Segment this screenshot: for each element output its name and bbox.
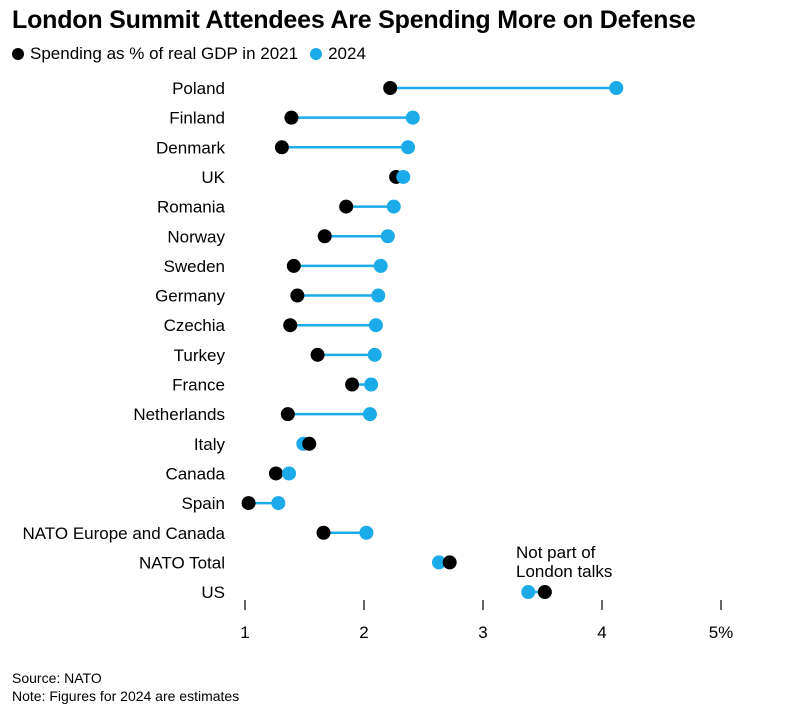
dot-2024-germany <box>371 288 386 303</box>
dot-2021-nato-total <box>442 555 457 570</box>
legend-swatch-2024 <box>310 48 323 60</box>
dot-2024-denmark <box>401 140 416 155</box>
x-tick-label-1: 1 <box>240 623 249 642</box>
dot-2021-turkey <box>310 347 325 362</box>
category-label-nato-europe-and-canada: NATO Europe and Canada <box>22 524 225 543</box>
dot-2024-france <box>364 377 379 392</box>
category-label-denmark: Denmark <box>156 138 225 157</box>
x-tick-label-4: 4 <box>597 623 606 642</box>
dot-2024-nato-europe-and-canada <box>359 525 374 540</box>
legend-swatch-2021 <box>12 48 24 60</box>
dot-2021-nato-europe-and-canada <box>316 525 331 540</box>
category-label-poland: Poland <box>172 79 225 98</box>
category-label-sweden: Sweden <box>164 257 225 276</box>
category-label-germany: Germany <box>155 287 225 306</box>
dot-2024-sweden <box>373 258 388 273</box>
dot-2021-canada <box>268 466 283 481</box>
legend-item-2024: 2024 <box>310 44 366 64</box>
dot-2024-canada <box>282 466 297 481</box>
dot-2024-spain <box>271 496 286 511</box>
x-tick-label-5: 5% <box>709 623 734 642</box>
x-tick-label-3: 3 <box>478 623 487 642</box>
category-label-us: US <box>201 583 225 602</box>
dot-2024-czechia <box>368 318 383 333</box>
dot-2024-us <box>521 585 536 600</box>
dot-2021-spain <box>241 496 256 511</box>
dot-2021-us <box>537 585 552 600</box>
dot-2024-poland <box>609 81 624 95</box>
dot-2021-denmark <box>274 140 289 155</box>
category-label-canada: Canada <box>165 464 225 483</box>
dot-2024-romania <box>386 199 401 214</box>
dot-2021-germany <box>290 288 305 303</box>
category-label-uk: UK <box>201 168 225 187</box>
dot-2021-poland <box>383 81 398 95</box>
category-label-netherlands: Netherlands <box>133 405 225 424</box>
dot-2024-finland <box>405 110 420 125</box>
dot-2021-italy <box>302 436 317 451</box>
source-note: Source: NATO <box>12 670 102 686</box>
dot-2024-uk <box>396 169 411 184</box>
category-label-france: France <box>172 376 225 395</box>
chart-title: London Summit Attendees Are Spending Mor… <box>12 6 696 34</box>
category-label-finland: Finland <box>169 109 225 128</box>
legend-item-2021: Spending as % of real GDP in 2021 <box>12 44 298 64</box>
dot-2024-norway <box>380 229 395 244</box>
dot-2021-sweden <box>286 258 301 273</box>
dot-2021-romania <box>339 199 354 214</box>
dot-2021-netherlands <box>280 407 295 422</box>
category-label-czechia: Czechia <box>164 316 226 335</box>
category-label-spain: Spain <box>182 494 225 513</box>
category-label-norway: Norway <box>167 227 225 246</box>
dot-2021-norway <box>317 229 332 244</box>
category-label-italy: Italy <box>194 435 226 454</box>
dot-2024-netherlands <box>362 407 377 422</box>
x-tick-label-2: 2 <box>359 623 368 642</box>
dot-2024-nato-total <box>431 555 446 570</box>
dot-2024-turkey <box>367 347 382 362</box>
annotation-line-2: London talks <box>516 562 612 581</box>
annotation-line-1: Not part of <box>516 543 596 562</box>
legend: Spending as % of real GDP in 2021 2024 <box>12 44 378 64</box>
category-label-romania: Romania <box>157 198 226 217</box>
dot-2021-france <box>345 377 360 392</box>
dot-2021-czechia <box>283 318 298 333</box>
footnote: Note: Figures for 2024 are estimates <box>12 688 240 704</box>
legend-label-2024: 2024 <box>328 44 366 63</box>
legend-label-2021: Spending as % of real GDP in 2021 <box>30 44 299 63</box>
category-label-turkey: Turkey <box>174 346 226 365</box>
dot-2021-finland <box>284 110 299 125</box>
category-label-nato-total: NATO Total <box>139 553 225 572</box>
